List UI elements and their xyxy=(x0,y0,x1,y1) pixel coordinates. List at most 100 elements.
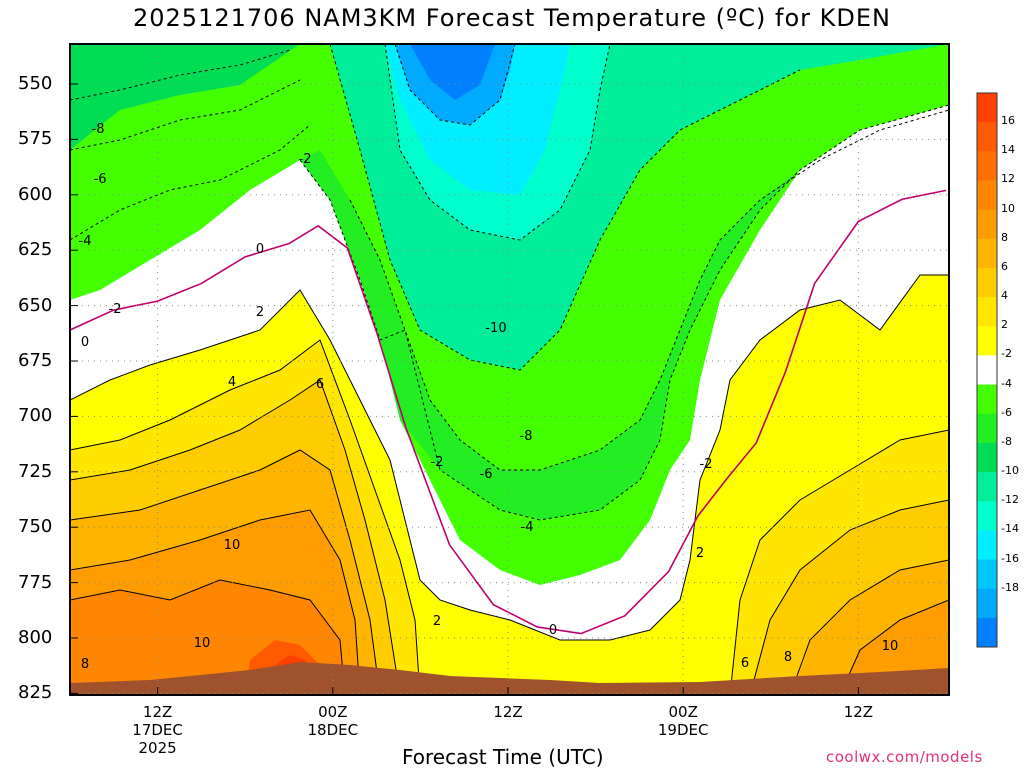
contour-label: 0 xyxy=(256,242,264,257)
contour-line xyxy=(70,124,311,241)
plot-frame xyxy=(69,43,950,696)
contour-label: 2 xyxy=(696,546,704,561)
x-tick-label: 12Z xyxy=(493,703,523,721)
y-tick-label: 625 xyxy=(18,239,53,261)
contour-label: 10 xyxy=(194,636,211,651)
colorbar-swatch xyxy=(977,588,997,619)
colorbar-swatch xyxy=(977,530,997,561)
contour-label: -2 xyxy=(700,457,713,472)
y-tick-label: 750 xyxy=(18,516,53,538)
band-minus-6-west xyxy=(70,44,320,150)
band-minus-4 xyxy=(300,150,800,520)
colorbar-label: -18 xyxy=(1001,580,1019,594)
terrain xyxy=(70,662,949,695)
chart-title: 2025121706 NAM3KM Forecast Temperature (… xyxy=(133,4,891,32)
colorbar-label: 12 xyxy=(1001,172,1015,186)
y-tick-label: 600 xyxy=(18,183,53,205)
contour-line xyxy=(70,379,401,695)
colorbar-swatch xyxy=(977,559,997,590)
colorbar-label: -2 xyxy=(1001,347,1012,361)
colorbar-frame xyxy=(976,92,998,648)
contour-label: 10 xyxy=(882,639,899,654)
colorbar-swatch xyxy=(977,209,997,240)
colorbar-label: -12 xyxy=(1001,493,1019,507)
colorbar-swatch xyxy=(977,384,997,415)
contour-line xyxy=(329,44,801,371)
contour-label: 0 xyxy=(81,335,89,350)
y-tick-label: 675 xyxy=(18,350,53,371)
band-minus-2 xyxy=(70,44,949,585)
colorbar-label: -16 xyxy=(1001,551,1019,565)
grid xyxy=(70,44,949,695)
contour-line xyxy=(729,429,949,695)
y-tick-label: 800 xyxy=(18,627,53,648)
x-tick-label: 12Z 17DEC 2025 xyxy=(132,703,183,757)
colorbar-swatch xyxy=(977,501,997,531)
contour-label: 0 xyxy=(549,623,557,638)
band-minus-18 xyxy=(410,44,495,100)
freezing-isotherm xyxy=(70,189,947,635)
colorbar-swatch xyxy=(977,297,997,327)
contour-label: -2 xyxy=(299,152,312,167)
x-tick-label: 12Z xyxy=(843,703,874,721)
contour-line xyxy=(70,509,361,695)
contour-line xyxy=(70,449,381,695)
axis-ticks xyxy=(70,83,859,695)
contour-line xyxy=(839,599,949,695)
contour-line xyxy=(299,109,949,471)
x-axis-label: Forecast Time (UTC) xyxy=(402,745,604,769)
y-tick-label: 575 xyxy=(18,128,53,150)
contour-label: -2 xyxy=(431,455,444,470)
credit-link[interactable]: coolwx.com/models xyxy=(826,748,983,766)
colorbar-label: 4 xyxy=(1001,289,1008,303)
contour-label: 10 xyxy=(224,538,241,553)
contour-line xyxy=(384,44,611,241)
contour-label: 2 xyxy=(256,305,264,320)
colorbar-label: 6 xyxy=(1001,259,1008,273)
contour-label: 8 xyxy=(784,650,792,665)
colorbar-swatch xyxy=(977,238,997,269)
contour-label: -4 xyxy=(521,520,534,535)
colorbar-swatch xyxy=(977,151,997,181)
colorbar-label: -4 xyxy=(1001,376,1012,390)
colorbar-swatch xyxy=(977,93,997,123)
y-tick-label: 725 xyxy=(18,460,53,482)
contour-line xyxy=(70,274,949,641)
contour-label: -10 xyxy=(485,321,506,336)
contour-labels: -8 -6 -4 -2 0 -2 0 2 4 6 10 10 8 -10 -8 -2 -6 -4 2 0 -2 2 6 8 10 xyxy=(79,122,899,672)
contour-label: 8 xyxy=(81,657,89,672)
colorbar-swatch xyxy=(977,180,997,211)
contour-label: 2 xyxy=(433,614,441,629)
y-tick-label: 825 xyxy=(18,682,53,704)
contour-line xyxy=(749,499,949,695)
contour-label: 6 xyxy=(741,656,749,671)
contour-line xyxy=(70,579,346,695)
contour-line xyxy=(70,339,421,695)
contour-label: -2 xyxy=(109,302,122,317)
colorbar-swatch xyxy=(977,617,997,648)
colorbar-label: -14 xyxy=(1001,522,1019,536)
y-tick-label: 650 xyxy=(18,294,53,316)
colorbar-label: -10 xyxy=(1001,464,1019,478)
band-near-zero xyxy=(70,105,949,640)
y-tick-label: 775 xyxy=(18,571,53,593)
colorbar-label: -8 xyxy=(1001,434,1012,448)
colorbar-swatch xyxy=(977,442,997,473)
y-tick-label: 700 xyxy=(18,405,53,427)
colorbar-swatch xyxy=(977,267,997,298)
colorbar-swatch xyxy=(977,472,997,502)
contour-label: -4 xyxy=(79,234,92,249)
colorbar-label: 16 xyxy=(1001,114,1015,128)
colorbar-label: 14 xyxy=(1001,143,1015,157)
colorbar-swatch xyxy=(977,355,997,386)
colorbar-swatch xyxy=(977,326,997,356)
contour-line xyxy=(70,79,301,151)
colorbar-label: 2 xyxy=(1001,318,1008,332)
colorbar-label: 8 xyxy=(1001,230,1008,244)
colorbar-label: -6 xyxy=(1001,405,1012,419)
colorbar-label: 10 xyxy=(1001,201,1015,215)
contour-label: 6 xyxy=(316,377,324,392)
contour-label: 4 xyxy=(228,375,236,390)
contour-label: -6 xyxy=(480,467,493,482)
